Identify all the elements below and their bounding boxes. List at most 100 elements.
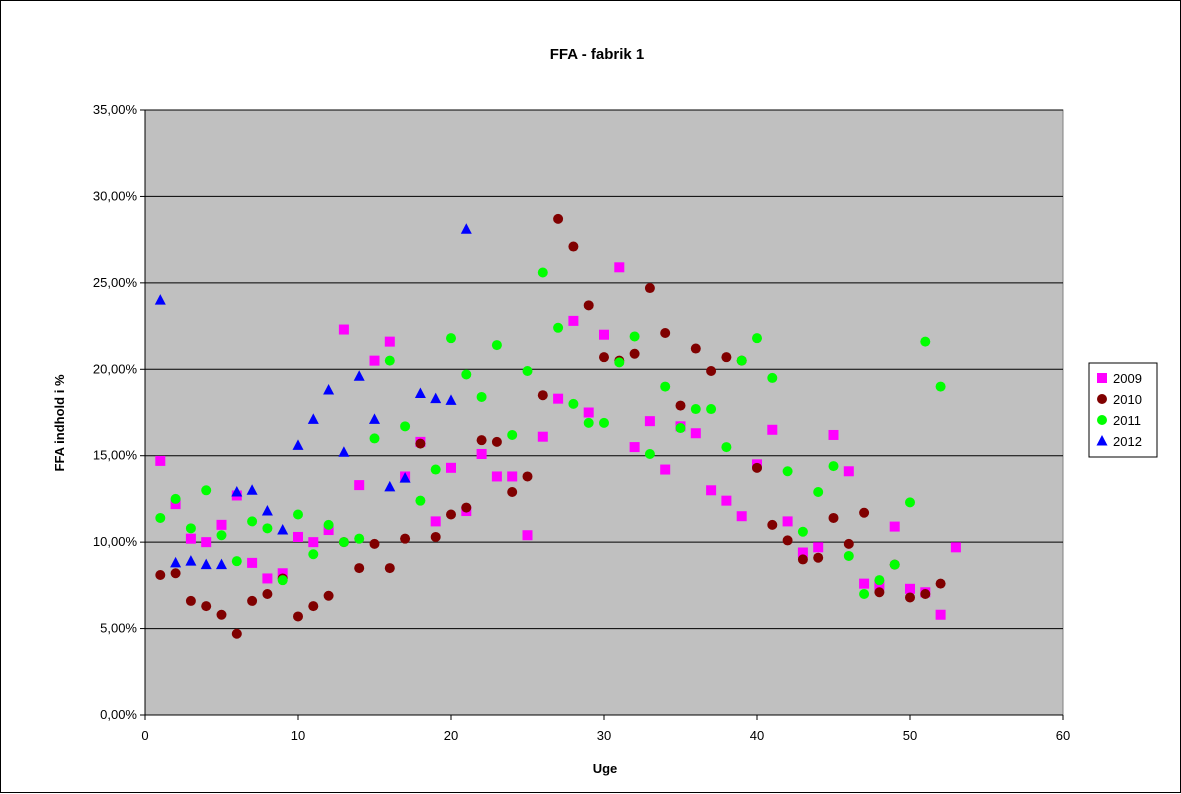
data-point-2012	[200, 558, 212, 570]
legend-marker-2009	[1097, 373, 1107, 383]
data-point-2009	[706, 485, 717, 496]
plot-background	[144, 109, 1064, 716]
data-point-2011	[920, 336, 931, 347]
data-point-2012	[353, 370, 365, 381]
data-point-2010	[384, 563, 395, 574]
data-point-2011	[644, 448, 655, 459]
x-tick-label: 20	[444, 728, 458, 743]
data-point-2009	[277, 568, 288, 579]
data-point-2009	[262, 573, 273, 584]
data-point-2011	[797, 526, 808, 537]
data-point-2011	[736, 355, 747, 366]
data-point-2010	[644, 283, 655, 294]
data-point-2010	[599, 352, 609, 363]
data-point-2010	[155, 569, 166, 580]
data-point-2011	[828, 461, 839, 472]
y-axis-label: FFA indhold i %	[52, 374, 67, 471]
data-point-2009	[369, 355, 380, 366]
data-point-2010	[293, 611, 303, 622]
data-point-2011	[293, 509, 303, 520]
plot-area: 0,00% 5,00% 10,00% 15,00% 20,00% 25,00% 30,00%…	[93, 102, 1070, 743]
data-point-2010	[859, 507, 870, 518]
data-point-2010	[400, 533, 411, 544]
data-point-2010	[323, 590, 334, 601]
data-point-2009	[813, 542, 824, 553]
x-tick-label: 60	[1056, 728, 1070, 743]
data-point-2009	[338, 324, 349, 335]
legend-marker-2012	[1096, 435, 1108, 446]
data-point-2011	[491, 340, 502, 351]
data-point-2011	[384, 355, 395, 366]
data-point-2009	[553, 393, 564, 404]
data-point-2011	[782, 466, 793, 477]
y-tick-label: 25,00%	[93, 275, 138, 290]
data-point-2011	[721, 442, 732, 453]
data-point-2009	[874, 580, 885, 591]
data-point-2011	[247, 516, 258, 527]
legend-label-2011: 2011	[1113, 413, 1141, 428]
data-point-2009	[859, 578, 870, 589]
data-point-2011	[553, 322, 564, 333]
data-point-2010	[262, 589, 273, 599]
data-point-2011	[430, 464, 441, 475]
data-point-2011	[354, 533, 365, 544]
data-point-2011	[537, 267, 548, 278]
data-point-2011	[262, 523, 273, 534]
legend-marker-2010	[1097, 394, 1107, 404]
x-tick-label: 50	[903, 728, 917, 743]
legend-label-2012: 2012	[1113, 434, 1142, 449]
data-point-2011	[843, 550, 854, 561]
data-point-2010	[415, 438, 426, 449]
data-point-2010	[354, 563, 365, 574]
data-point-2011	[170, 493, 181, 504]
data-point-2012	[170, 556, 182, 568]
data-point-2012	[414, 387, 426, 398]
legend-marker-2011	[1097, 415, 1107, 425]
data-point-2009	[430, 516, 441, 527]
data-point-2009	[568, 315, 579, 326]
data-point-2009	[247, 557, 258, 568]
data-point-2011	[323, 519, 334, 530]
series-2012	[154, 223, 472, 570]
data-point-2010	[537, 390, 548, 401]
data-point-2009	[185, 533, 196, 544]
data-point-2009	[736, 511, 747, 522]
data-point-2011	[813, 487, 824, 498]
data-point-2010	[216, 609, 227, 620]
data-point-2009	[721, 495, 732, 506]
data-point-2011	[675, 423, 686, 434]
data-point-2011	[905, 497, 915, 508]
y-tick-label: 30,00%	[93, 188, 138, 203]
data-point-2010	[553, 213, 564, 224]
data-point-2009	[323, 525, 334, 536]
data-point-2009	[354, 480, 365, 491]
data-point-2010	[690, 343, 701, 354]
data-point-2011	[461, 369, 472, 380]
y-tick-label: 35,00%	[93, 102, 138, 117]
series-2011	[155, 267, 946, 599]
data-point-2009	[660, 464, 671, 475]
data-point-2011	[522, 366, 533, 377]
data-point-2009	[476, 448, 487, 459]
data-point-2011	[185, 523, 196, 534]
data-point-2010	[231, 628, 242, 639]
data-point-2011	[874, 575, 885, 586]
data-point-2010	[461, 502, 472, 513]
data-point-2009	[782, 516, 793, 527]
data-point-2009	[797, 547, 808, 558]
data-point-2011	[155, 512, 166, 523]
data-point-2010	[185, 595, 196, 606]
data-point-2011	[446, 333, 456, 344]
data-point-2011	[231, 556, 242, 567]
data-point-2010	[308, 601, 319, 612]
x-tick-label: 40	[750, 728, 764, 743]
data-point-2011	[706, 404, 717, 415]
data-point-2009	[828, 429, 839, 440]
data-point-2010	[874, 587, 885, 598]
data-point-2010	[583, 300, 594, 311]
y-tick-label: 10,00%	[93, 534, 138, 549]
x-tick-label: 30	[597, 728, 611, 743]
data-point-2009	[537, 431, 548, 442]
data-point-2010	[369, 538, 380, 549]
data-point-2012	[460, 223, 472, 234]
